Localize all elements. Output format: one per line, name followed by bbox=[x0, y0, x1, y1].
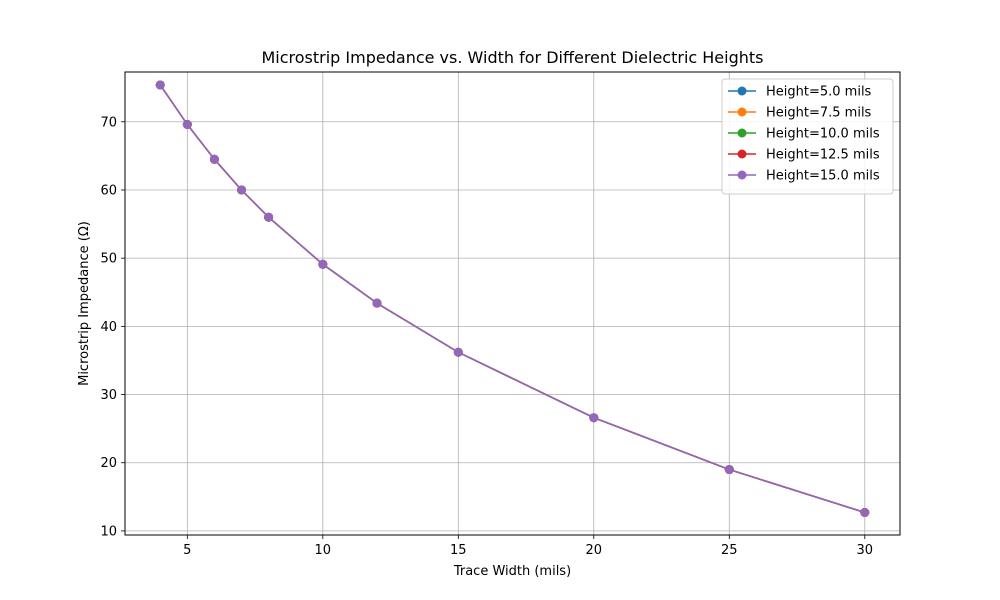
legend-label: Height=5.0 mils bbox=[766, 85, 872, 100]
legend-label: Height=7.5 mils bbox=[766, 106, 872, 121]
legend-item: Height=10.0 mils bbox=[728, 127, 880, 142]
legend-item: Height=12.5 mils bbox=[728, 148, 880, 163]
legend-marker bbox=[737, 107, 747, 117]
data-point bbox=[724, 465, 734, 475]
legend-item: Height=5.0 mils bbox=[728, 85, 872, 100]
y-tick-label: 40 bbox=[100, 320, 117, 335]
y-tick-label: 60 bbox=[100, 183, 117, 198]
grid bbox=[125, 72, 900, 535]
x-tick-label: 5 bbox=[183, 543, 191, 558]
y-tick-label: 50 bbox=[100, 252, 117, 267]
data-point bbox=[318, 259, 328, 269]
legend-marker bbox=[737, 149, 747, 159]
x-tick-label: 20 bbox=[586, 543, 603, 558]
legend-marker bbox=[737, 128, 747, 138]
x-tick-label: 25 bbox=[721, 543, 738, 558]
x-tick-label: 30 bbox=[856, 543, 873, 558]
legend-marker bbox=[737, 170, 747, 180]
x-tick-label: 15 bbox=[450, 543, 467, 558]
data-point bbox=[453, 347, 463, 357]
legend-label: Height=10.0 mils bbox=[766, 127, 880, 142]
legend: Height=5.0 mils Height=7.5 mils Height=10.… bbox=[721, 78, 894, 195]
legend-box bbox=[721, 78, 894, 195]
data-point bbox=[372, 298, 382, 308]
data-point bbox=[182, 120, 192, 130]
legend-label: Height=15.0 mils bbox=[766, 169, 880, 184]
data-point bbox=[860, 507, 870, 517]
data-point bbox=[237, 185, 247, 195]
y-tick-label: 70 bbox=[100, 115, 117, 130]
y-tick-label: 10 bbox=[100, 524, 117, 539]
series-layer bbox=[155, 80, 870, 517]
legend-label: Height=12.5 mils bbox=[766, 148, 880, 163]
legend-item: Height=15.0 mils bbox=[728, 169, 880, 184]
plot-frame bbox=[124, 71, 901, 536]
data-point bbox=[589, 413, 599, 423]
data-point bbox=[155, 80, 165, 90]
x-tick-label: 10 bbox=[315, 543, 332, 558]
x-axis-label: Trace Width (mils) bbox=[453, 564, 571, 579]
legend-item: Height=7.5 mils bbox=[728, 106, 872, 121]
data-point bbox=[264, 212, 274, 222]
y-axis-label: Microstrip Impedance (Ω) bbox=[77, 221, 92, 386]
axis-ticks: 5 10 15 20 25 30 10 20 30 40 50 60 70 bbox=[100, 115, 873, 558]
data-point bbox=[209, 154, 219, 164]
y-tick-label: 30 bbox=[100, 388, 117, 403]
series-5 bbox=[155, 80, 870, 517]
y-tick-label: 20 bbox=[100, 456, 117, 471]
legend-marker bbox=[737, 86, 747, 96]
chart-title: Microstrip Impedance vs. Width for Diffe… bbox=[261, 48, 763, 67]
